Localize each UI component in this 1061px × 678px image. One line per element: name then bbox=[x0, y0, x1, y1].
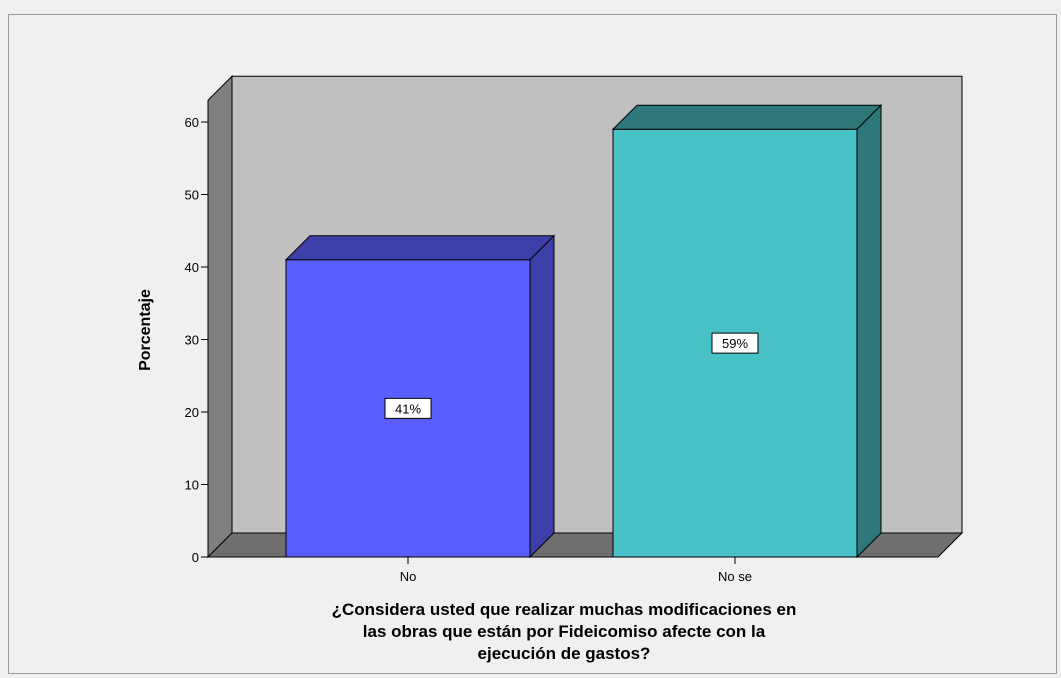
bar-top-1 bbox=[611, 104, 883, 130]
data-label: 41% bbox=[395, 401, 421, 416]
y-tick-label: 60 bbox=[185, 115, 199, 130]
x-axis-label-line-1: ¿Considera usted que realizar muchas mod… bbox=[332, 600, 797, 619]
x-axis-label-line-2: las obras que están por Fideicomiso afec… bbox=[363, 622, 766, 641]
x-tick-label: No bbox=[400, 569, 417, 584]
y-tick-label: 0 bbox=[192, 550, 199, 565]
data-label: 59% bbox=[722, 336, 748, 351]
x-tick-label: No se bbox=[718, 569, 752, 584]
y-tick-label: 20 bbox=[185, 405, 199, 420]
x-axis-label: ¿Considera usted que realizar muchas mod… bbox=[332, 600, 797, 663]
bar-side-1 bbox=[856, 104, 882, 559]
bars-group: 41% No 59% No se bbox=[284, 104, 883, 584]
x-axis-label-line-3: ejecución de gastos? bbox=[478, 644, 651, 663]
y-tick-label: 50 bbox=[185, 188, 199, 203]
y-axis-ticks: 0 10 20 30 40 50 60 bbox=[185, 115, 208, 565]
y-axis-label: Porcentaje bbox=[137, 289, 154, 371]
y-tick-label: 30 bbox=[185, 333, 199, 348]
plot-left-wall bbox=[207, 75, 233, 559]
data-label-box bbox=[384, 397, 432, 419]
y-tick-label: 40 bbox=[185, 260, 199, 275]
y-tick-label: 10 bbox=[185, 478, 199, 493]
bar-side-0 bbox=[529, 234, 555, 559]
data-label-box bbox=[711, 332, 759, 354]
bar-top-0 bbox=[284, 235, 556, 261]
